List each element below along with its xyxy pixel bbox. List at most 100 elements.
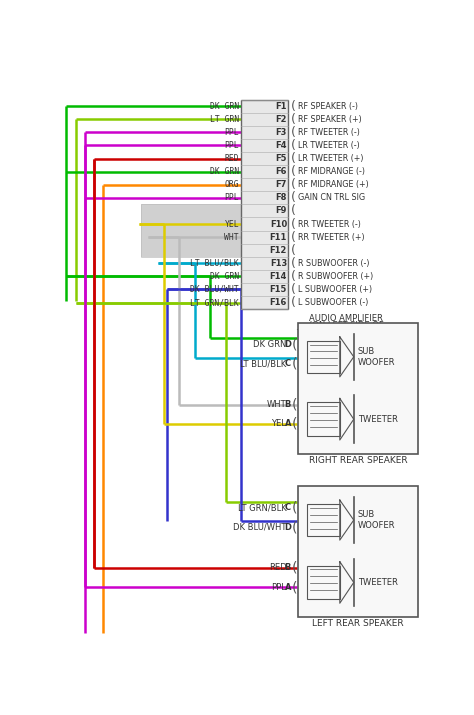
Text: LR TWEETER (-): LR TWEETER (-): [298, 141, 360, 150]
Bar: [298, 323, 418, 454]
Text: DK GRN: DK GRN: [210, 167, 239, 176]
Text: (: (: [291, 192, 296, 204]
Text: L SUBWOOFER (-): L SUBWOOFER (-): [298, 298, 368, 307]
Text: RF MIDRANGE (+): RF MIDRANGE (+): [298, 180, 369, 189]
Text: WHT: WHT: [267, 400, 286, 409]
Text: DK GRN: DK GRN: [210, 272, 239, 281]
Text: (: (: [291, 217, 296, 230]
Text: PPL: PPL: [224, 193, 239, 202]
Text: PPL: PPL: [272, 583, 286, 591]
Text: RED: RED: [224, 154, 239, 163]
Text: TWEETER: TWEETER: [357, 415, 398, 424]
Bar: [141, 204, 288, 257]
Text: YEL: YEL: [224, 220, 239, 229]
Text: RR TWEETER (+): RR TWEETER (+): [298, 232, 365, 242]
Text: F1: F1: [275, 102, 287, 111]
Text: DK GRN: DK GRN: [210, 102, 239, 111]
Bar: [298, 486, 418, 617]
Text: AUDIO AMPLIFIER: AUDIO AMPLIFIER: [309, 314, 383, 322]
Text: SUB
WOOFER: SUB WOOFER: [357, 510, 395, 530]
Text: LT GRN/BLK: LT GRN/BLK: [237, 503, 286, 512]
Text: R SUBWOOFER (-): R SUBWOOFER (-): [298, 259, 369, 268]
Bar: [141, 204, 241, 257]
Text: (: (: [291, 113, 296, 126]
Text: GAIN CN TRL SIG: GAIN CN TRL SIG: [298, 193, 365, 202]
Text: A: A: [284, 419, 291, 428]
Text: (: (: [291, 165, 296, 178]
Text: WHT: WHT: [224, 232, 239, 242]
Text: TRUNK, BENEATH TRIM): TRUNK, BENEATH TRIM): [296, 329, 396, 338]
Text: (: (: [291, 296, 296, 309]
Text: LEFT REAR SPEAKER: LEFT REAR SPEAKER: [312, 619, 404, 628]
Text: D: D: [284, 340, 291, 349]
Text: F7: F7: [276, 180, 287, 189]
Text: LR TWEETER (+): LR TWEETER (+): [298, 154, 364, 163]
Text: TWEETER: TWEETER: [357, 578, 398, 587]
Text: LT GRN: LT GRN: [210, 115, 239, 124]
Text: RED: RED: [269, 563, 286, 572]
Text: RF TWEETER (-): RF TWEETER (-): [298, 128, 360, 137]
Bar: [241, 99, 288, 309]
Text: F3: F3: [276, 128, 287, 137]
Bar: [307, 340, 340, 373]
Text: (: (: [291, 270, 296, 283]
Text: F11: F11: [270, 232, 287, 242]
Text: (: (: [292, 357, 297, 371]
Text: (: (: [291, 204, 296, 217]
Text: DK BLU/WHT: DK BLU/WHT: [233, 523, 286, 531]
Text: F13: F13: [270, 259, 287, 268]
Text: PPL: PPL: [224, 141, 239, 150]
Text: (: (: [291, 244, 296, 257]
Text: F9: F9: [276, 207, 287, 215]
Text: F15: F15: [270, 285, 287, 294]
Text: (ON LEFT SIDE OF: (ON LEFT SIDE OF: [309, 322, 383, 330]
Text: RF MIDRANGE (-): RF MIDRANGE (-): [298, 167, 365, 176]
Text: RF SPEAKER (-): RF SPEAKER (-): [298, 102, 358, 111]
Text: (: (: [291, 283, 296, 296]
Text: F8: F8: [276, 193, 287, 202]
Text: RR TWEETER (-): RR TWEETER (-): [298, 220, 361, 229]
Text: YEL: YEL: [272, 419, 286, 428]
Text: DK GRN: DK GRN: [253, 340, 286, 349]
Text: SUB
WOOFER: SUB WOOFER: [357, 347, 395, 367]
Text: A: A: [284, 583, 291, 591]
Bar: [307, 403, 340, 436]
Text: F2: F2: [275, 115, 287, 124]
Text: B: B: [284, 563, 291, 572]
Text: (: (: [292, 337, 297, 352]
Text: F14: F14: [270, 272, 287, 281]
Text: LT GRN/BLK: LT GRN/BLK: [190, 298, 239, 307]
Text: F10: F10: [270, 220, 287, 229]
Text: (: (: [291, 257, 296, 270]
Text: (: (: [291, 178, 296, 191]
Text: D: D: [284, 523, 291, 531]
Text: L SUBWOOFER (+): L SUBWOOFER (+): [298, 285, 372, 294]
Text: C: C: [285, 359, 291, 368]
Text: RIGHT REAR SPEAKER: RIGHT REAR SPEAKER: [309, 456, 407, 465]
Text: (: (: [292, 580, 297, 594]
Text: (: (: [292, 417, 297, 431]
Text: (: (: [291, 99, 296, 113]
Bar: [307, 504, 340, 536]
Text: (: (: [291, 126, 296, 139]
Text: (: (: [291, 139, 296, 152]
Text: (: (: [292, 500, 297, 515]
Text: F12: F12: [270, 246, 287, 255]
Text: RF SPEAKER (+): RF SPEAKER (+): [298, 115, 362, 124]
Text: (: (: [292, 398, 297, 412]
Text: LT BLU/BLK: LT BLU/BLK: [240, 359, 286, 368]
Text: ORG: ORG: [224, 180, 239, 189]
Text: C: C: [285, 503, 291, 512]
Text: (: (: [291, 231, 296, 244]
Text: F6: F6: [275, 167, 287, 176]
Text: F5: F5: [275, 154, 287, 163]
Text: (: (: [292, 561, 297, 575]
Text: PPL: PPL: [224, 128, 239, 137]
Text: B: B: [284, 400, 291, 409]
Text: R SUBWOOFER (+): R SUBWOOFER (+): [298, 272, 373, 281]
Text: F16: F16: [270, 298, 287, 307]
Text: DK BLU/WHT: DK BLU/WHT: [190, 285, 239, 294]
Bar: [307, 566, 340, 599]
Text: (: (: [292, 520, 297, 534]
Text: F4: F4: [275, 141, 287, 150]
